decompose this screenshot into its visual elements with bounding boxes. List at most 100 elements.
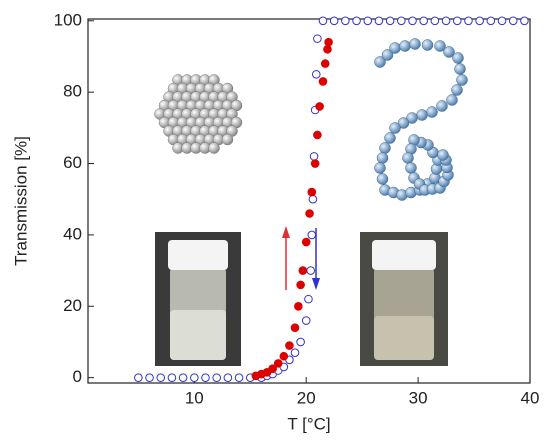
data-point xyxy=(475,16,484,26)
data-point xyxy=(307,230,317,240)
data-point xyxy=(234,373,244,382)
bead xyxy=(397,117,410,129)
bead xyxy=(376,152,389,164)
data-point xyxy=(329,16,339,26)
vial-liquid xyxy=(374,316,434,360)
sphere xyxy=(208,142,220,154)
bead xyxy=(409,38,421,50)
data-point xyxy=(308,194,318,204)
data-point xyxy=(397,16,406,26)
x-tick-label: 30 xyxy=(409,388,428,407)
bead xyxy=(405,162,417,174)
bead xyxy=(379,142,391,154)
data-point xyxy=(306,266,315,275)
bead xyxy=(406,112,418,124)
vial-cap xyxy=(372,240,436,270)
bead xyxy=(451,84,463,96)
bead xyxy=(374,56,386,68)
y-tick-label: 80 xyxy=(63,82,82,101)
data-point xyxy=(430,16,440,26)
sphere xyxy=(221,133,234,146)
bead xyxy=(381,49,394,61)
x-tick-label: 10 xyxy=(185,388,204,407)
data-point xyxy=(307,187,317,197)
bead xyxy=(452,52,464,64)
plot-frame xyxy=(87,18,531,384)
x-tick-label: 40 xyxy=(521,388,540,407)
data-point xyxy=(285,341,294,350)
data-point xyxy=(320,59,330,68)
data-point xyxy=(464,16,473,26)
data-point xyxy=(363,16,373,26)
y-tick-label: 20 xyxy=(63,296,82,315)
data-point xyxy=(309,152,319,161)
heating-arrowhead xyxy=(282,226,290,238)
bead xyxy=(426,106,438,118)
y-tick-label: 0 xyxy=(73,367,82,386)
bead xyxy=(446,94,458,106)
data-point xyxy=(301,237,311,247)
bead xyxy=(389,122,401,134)
data-point xyxy=(290,323,300,332)
y-tick-label: 100 xyxy=(54,10,82,29)
data-point xyxy=(352,16,361,26)
x-tick-label: 20 xyxy=(297,388,316,407)
data-point xyxy=(508,16,518,26)
data-point xyxy=(290,348,300,357)
bead xyxy=(376,173,389,185)
data-point xyxy=(201,373,210,382)
data-point xyxy=(486,16,496,26)
data-point xyxy=(313,34,322,43)
data-point xyxy=(305,209,314,218)
data-point xyxy=(298,266,308,275)
data-point xyxy=(452,16,462,26)
data-point xyxy=(167,373,177,382)
bead xyxy=(402,152,414,164)
y-axis-label: Transmission [%] xyxy=(11,136,30,266)
data-point xyxy=(279,351,289,361)
data-point xyxy=(212,373,221,382)
vial-liquid xyxy=(170,310,226,360)
bead xyxy=(421,39,434,51)
y-tick-label: 40 xyxy=(63,224,82,243)
bead xyxy=(384,132,396,144)
data-point xyxy=(408,16,417,26)
data-point xyxy=(311,70,321,79)
data-point xyxy=(190,373,199,382)
data-point xyxy=(318,77,328,86)
data-point xyxy=(374,16,384,26)
data-point xyxy=(310,159,320,168)
bead xyxy=(399,40,411,52)
bead xyxy=(389,42,401,54)
bead xyxy=(374,162,386,174)
y-tick-label: 60 xyxy=(63,153,82,172)
data-point xyxy=(324,37,333,47)
data-point xyxy=(156,373,166,382)
data-point xyxy=(273,359,283,368)
data-point xyxy=(296,280,305,290)
data-point xyxy=(178,373,188,382)
data-point xyxy=(497,16,507,26)
data-point xyxy=(301,316,311,325)
data-point xyxy=(419,16,428,26)
bead xyxy=(443,46,455,58)
data-point xyxy=(315,102,324,111)
bead xyxy=(436,100,448,112)
bead xyxy=(434,40,446,52)
bead xyxy=(437,149,449,161)
data-point xyxy=(441,16,451,26)
data-point xyxy=(385,16,395,26)
data-point xyxy=(294,301,303,311)
x-axis-label: T [°C] xyxy=(287,414,330,433)
bead xyxy=(416,109,428,121)
data-point xyxy=(323,45,332,54)
data-point xyxy=(145,373,154,382)
bead xyxy=(456,74,468,86)
data-point xyxy=(313,130,322,140)
illustrations xyxy=(154,38,468,366)
data-point xyxy=(134,373,143,382)
data-point xyxy=(520,16,529,26)
data-point xyxy=(318,16,328,26)
cooling-arrowhead xyxy=(312,278,320,290)
